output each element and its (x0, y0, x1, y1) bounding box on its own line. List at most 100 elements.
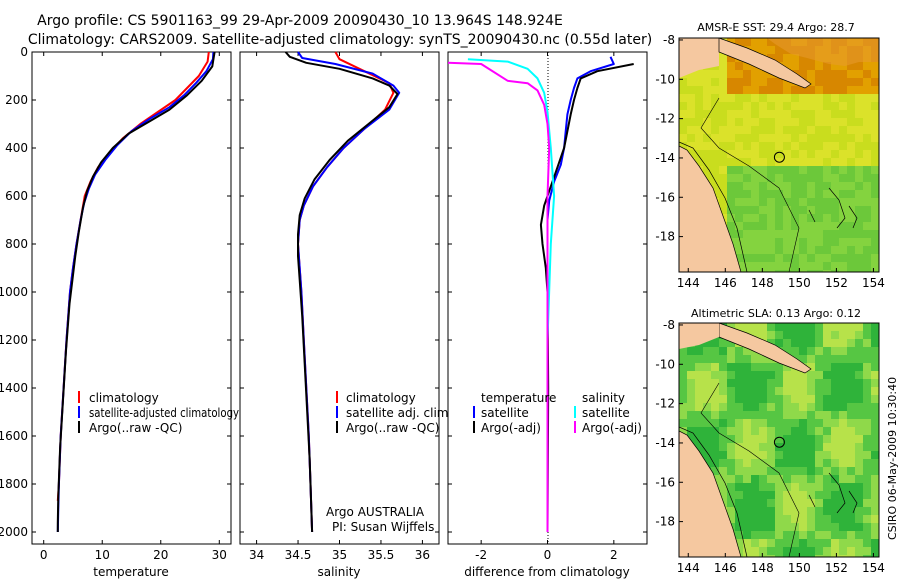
heatmap-cell (863, 150, 871, 158)
heatmap-cell (687, 363, 695, 371)
heatmap-cell (703, 379, 711, 387)
heatmap-cell (767, 507, 775, 515)
heatmap-cell (743, 363, 751, 371)
temperature-panel: 0 10 20 30 0 200 400 600 800 1000 1200 1400 1600 1800… (0, 45, 239, 579)
heatmap-cell (855, 427, 863, 435)
heatmap-cell (799, 86, 807, 94)
heatmap-cell (815, 331, 823, 339)
heatmap-cell (727, 198, 735, 206)
heatmap-cell (751, 411, 759, 419)
heatmap-cell (855, 323, 863, 331)
heatmap-cell (703, 355, 711, 363)
heatmap-cell (775, 403, 783, 411)
heatmap-cell (743, 174, 751, 182)
heatmap-cell (751, 555, 759, 557)
heatmap-cell (743, 166, 751, 174)
heatmap-cell (831, 86, 839, 94)
heatmap-cell (807, 110, 815, 118)
heatmap-cell (711, 94, 719, 102)
heatmap-cell (743, 547, 751, 555)
x-tick-label: 36 (415, 548, 430, 562)
heatmap-cell (823, 515, 831, 523)
heatmap-cell (727, 166, 735, 174)
heatmap-cell (687, 379, 695, 387)
heatmap-cell (743, 78, 751, 86)
heatmap-cell (807, 419, 815, 427)
heatmap-cell (751, 491, 759, 499)
heatmap-cell (855, 451, 863, 459)
map-y-tick-label: -16 (655, 190, 675, 204)
heatmap-cell (759, 150, 767, 158)
heatmap-cell (775, 262, 783, 270)
heatmap-cell (815, 94, 823, 102)
heatmap-cell (823, 126, 831, 134)
heatmap-cell (823, 206, 831, 214)
heatmap-cell (759, 379, 767, 387)
heatmap-cell (815, 539, 823, 547)
heatmap-cell (799, 443, 807, 451)
heatmap-cell (839, 206, 847, 214)
heatmap-cell (815, 166, 823, 174)
heatmap-cell (847, 331, 855, 339)
heatmap-cell (791, 198, 799, 206)
heatmap-cell (863, 86, 871, 94)
heatmap-cell (759, 451, 767, 459)
heatmap-cell (687, 347, 695, 355)
heatmap-cell (735, 126, 743, 134)
heatmap-cell (847, 254, 855, 262)
heatmap-cell (807, 435, 815, 443)
heatmap-cell (839, 555, 847, 557)
heatmap-cell (775, 395, 783, 403)
heatmap-cell (743, 262, 751, 270)
series-line-salinity-argo-adj- (447, 61, 551, 532)
heatmap-cell (783, 102, 791, 110)
heatmap-cell (791, 435, 799, 443)
heatmap-cell (799, 94, 807, 102)
heatmap-cell (759, 230, 767, 238)
heatmap-cell (759, 531, 767, 539)
heatmap-cell (871, 86, 879, 94)
heatmap-cell (791, 507, 799, 515)
heatmap-cell (775, 46, 783, 54)
heatmap-cell (727, 427, 735, 435)
heatmap-cell (735, 515, 743, 523)
heatmap-cell (871, 214, 879, 222)
heatmap-cell (735, 387, 743, 395)
heatmap-cell (743, 387, 751, 395)
heatmap-cell (847, 531, 855, 539)
heatmap-cell (831, 166, 839, 174)
heatmap-cell (775, 174, 783, 182)
heatmap-cell (735, 355, 743, 363)
heatmap-cell (719, 174, 727, 182)
difference-xlabel: difference from climatology (464, 565, 630, 579)
heatmap-cell (743, 459, 751, 467)
heatmap-cell (735, 395, 743, 403)
heatmap-cell (783, 118, 791, 126)
heatmap-cell (815, 339, 823, 347)
heatmap-cell (863, 515, 871, 523)
heatmap-cell (759, 262, 767, 270)
x-tick-label: 34 (249, 548, 264, 562)
series-line-argo-raw-qc- (284, 51, 399, 533)
heatmap-cell (823, 387, 831, 395)
heatmap-cell (855, 230, 863, 238)
heatmap-cell (791, 174, 799, 182)
heatmap-cell (815, 491, 823, 499)
heatmap-cell (759, 214, 767, 222)
heatmap-cell (727, 451, 735, 459)
heatmap-cell (807, 371, 815, 379)
heatmap-cell (743, 70, 751, 78)
heatmap-cell (799, 539, 807, 547)
heatmap-cell (863, 523, 871, 531)
heatmap-cell (751, 355, 759, 363)
sst-argo-marker (773, 151, 785, 163)
heatmap-cell (799, 222, 807, 230)
heatmap-cell (759, 395, 767, 403)
heatmap-cell (783, 515, 791, 523)
heatmap-cell (727, 78, 735, 86)
heatmap-cell (719, 451, 727, 459)
heatmap-cell (759, 387, 767, 395)
heatmap-cell (807, 347, 815, 355)
heatmap-cell (839, 238, 847, 246)
heatmap-cell (807, 222, 815, 230)
